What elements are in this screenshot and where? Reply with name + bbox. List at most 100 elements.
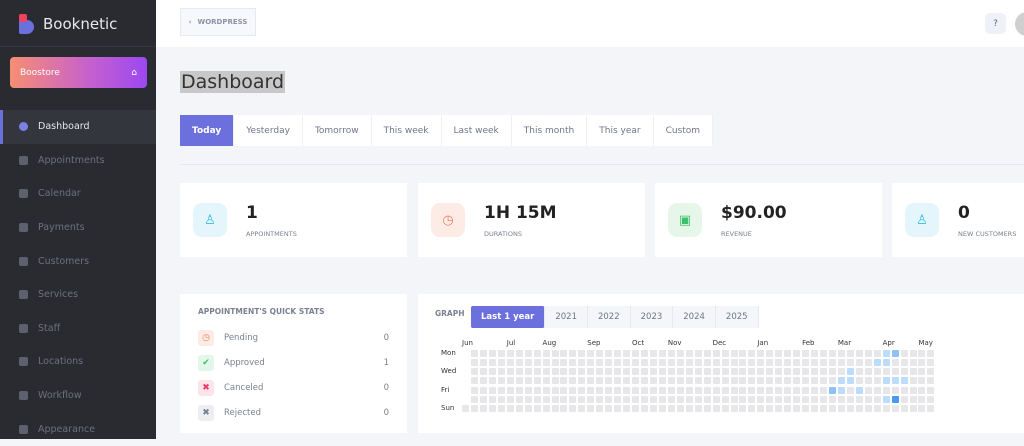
heatmap-cell[interactable] — [560, 359, 568, 367]
heatmap-cell[interactable] — [730, 350, 738, 357]
heatmap-cell[interactable] — [578, 368, 586, 376]
heatmap-cell[interactable] — [882, 350, 890, 357]
heatmap-cell[interactable] — [712, 359, 720, 367]
heatmap-cell[interactable] — [488, 359, 496, 367]
heatmap-cell[interactable] — [649, 377, 657, 385]
heatmap-cell[interactable] — [855, 377, 863, 385]
heatmap-cell[interactable] — [524, 404, 532, 412]
heatmap-cell[interactable] — [802, 359, 810, 367]
heatmap-cell[interactable] — [793, 368, 801, 376]
heatmap-cell[interactable] — [712, 404, 720, 412]
heatmap-cell[interactable] — [927, 404, 935, 412]
heatmap-cell[interactable] — [649, 359, 657, 367]
heatmap-cell[interactable] — [551, 359, 559, 367]
heatmap-cell[interactable] — [596, 404, 604, 412]
graph-tab-2025[interactable]: 2025 — [716, 306, 759, 328]
heatmap-cell[interactable] — [569, 368, 577, 376]
heatmap-cell[interactable] — [605, 368, 613, 376]
heatmap-cell[interactable] — [542, 386, 550, 394]
heatmap-cell[interactable] — [784, 359, 792, 367]
heatmap-cell[interactable] — [578, 377, 586, 385]
heatmap-cell[interactable] — [766, 386, 774, 394]
heatmap-cell[interactable] — [703, 368, 711, 376]
heatmap-cell[interactable] — [828, 350, 836, 357]
heatmap-cell[interactable] — [900, 350, 908, 357]
heatmap-cell[interactable] — [685, 377, 693, 385]
heatmap-cell[interactable] — [470, 350, 478, 357]
heatmap-cell[interactable] — [882, 359, 890, 367]
heatmap-cell[interactable] — [882, 386, 890, 394]
heatmap-cell[interactable] — [793, 386, 801, 394]
heatmap-cell[interactable] — [533, 350, 541, 357]
heatmap-cell[interactable] — [730, 359, 738, 367]
heatmap-cell[interactable] — [900, 359, 908, 367]
heatmap-cell[interactable] — [497, 386, 505, 394]
heatmap-cell[interactable] — [775, 404, 783, 412]
heatmap-cell[interactable] — [775, 386, 783, 394]
heatmap-cell[interactable] — [623, 395, 631, 403]
heatmap-cell[interactable] — [802, 395, 810, 403]
heatmap-cell[interactable] — [515, 404, 523, 412]
heatmap-cell[interactable] — [837, 359, 845, 367]
heatmap-cell[interactable] — [748, 395, 756, 403]
heatmap-cell[interactable] — [712, 368, 720, 376]
heatmap-cell[interactable] — [587, 359, 595, 367]
heatmap-cell[interactable] — [497, 350, 505, 357]
heatmap-cell[interactable] — [811, 377, 819, 385]
graph-tab-2021[interactable]: 2021 — [545, 306, 588, 328]
heatmap-cell[interactable] — [614, 386, 622, 394]
heatmap-cell[interactable] — [596, 359, 604, 367]
heatmap-cell[interactable] — [703, 395, 711, 403]
heatmap-cell[interactable] — [784, 404, 792, 412]
heatmap-cell[interactable] — [828, 395, 836, 403]
heatmap-cell[interactable] — [864, 404, 872, 412]
heatmap-cell[interactable] — [596, 368, 604, 376]
heatmap-cell[interactable] — [676, 350, 684, 357]
heatmap-cell[interactable] — [506, 404, 514, 412]
heatmap-cell[interactable] — [676, 377, 684, 385]
heatmap-cell[interactable] — [846, 350, 854, 357]
sidebar-item-appearance[interactable]: Appearance — [0, 412, 156, 446]
heatmap-cell[interactable] — [542, 377, 550, 385]
heatmap-cell[interactable] — [632, 350, 640, 357]
heatmap-cell[interactable] — [551, 350, 559, 357]
heatmap-cell[interactable] — [927, 386, 935, 394]
heatmap-cell[interactable] — [641, 377, 648, 385]
heatmap-cell[interactable] — [524, 359, 532, 367]
heatmap-cell[interactable] — [828, 404, 836, 412]
heatmap-cell[interactable] — [569, 395, 577, 403]
heatmap-cell[interactable] — [721, 395, 729, 403]
heatmap-cell[interactable] — [873, 359, 881, 367]
heatmap-cell[interactable] — [891, 359, 899, 367]
heatmap-cell[interactable] — [846, 395, 854, 403]
heatmap-cell[interactable] — [694, 377, 702, 385]
heatmap-cell[interactable] — [900, 377, 908, 385]
heatmap-cell[interactable] — [820, 368, 827, 376]
heatmap-cell[interactable] — [614, 368, 622, 376]
heatmap-cell[interactable] — [470, 404, 478, 412]
heatmap-cell[interactable] — [605, 377, 613, 385]
heatmap-cell[interactable] — [820, 395, 827, 403]
heatmap-cell[interactable] — [837, 368, 845, 376]
heatmap-cell[interactable] — [811, 368, 819, 376]
heatmap-cell[interactable] — [506, 350, 514, 357]
heatmap-cell[interactable] — [658, 395, 666, 403]
heatmap-cell[interactable] — [632, 359, 640, 367]
heatmap-cell[interactable] — [703, 377, 711, 385]
heatmap-cell[interactable] — [891, 368, 899, 376]
heatmap-cell[interactable] — [837, 377, 845, 385]
heatmap-cell[interactable] — [605, 359, 613, 367]
heatmap-cell[interactable] — [685, 386, 693, 394]
heatmap-cell[interactable] — [497, 368, 505, 376]
heatmap-cell[interactable] — [685, 404, 693, 412]
heatmap-cell[interactable] — [775, 350, 783, 357]
heatmap-cell[interactable] — [676, 386, 684, 394]
heatmap-cell[interactable] — [900, 386, 908, 394]
heatmap-cell[interactable] — [676, 359, 684, 367]
logo[interactable]: Booknetic — [19, 14, 117, 34]
heatmap-cell[interactable] — [676, 404, 684, 412]
heatmap-cell[interactable] — [533, 377, 541, 385]
heatmap-cell[interactable] — [891, 404, 899, 412]
heatmap-cell[interactable] — [560, 386, 568, 394]
heatmap-cell[interactable] — [542, 368, 550, 376]
